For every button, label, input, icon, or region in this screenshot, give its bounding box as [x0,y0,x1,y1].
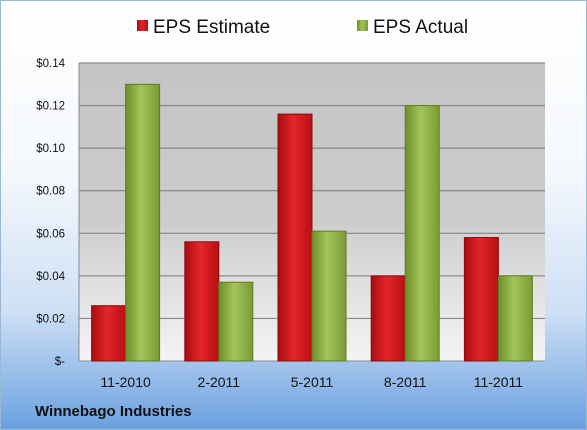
bar-eps-estimate-2-2011 [184,241,220,362]
y-tick-label: $0.10 [36,143,65,155]
y-tick-label: $0.06 [36,228,65,240]
legend: EPS Estimate EPS Actual [137,17,468,38]
x-axis-tick-labels: 11-2010 2-2011 5-2011 8-2011 11-2011 [100,374,523,390]
y-axis-tick-labels: $- $0.02 $0.04 $0.06 $0.08 $0.10 $0.12 $0.14 [36,58,65,368]
bar-eps-estimate-11-2010 [91,305,127,362]
legend-swatch-eps-estimate [137,20,148,31]
bar-eps-estimate-11-2011 [463,237,499,362]
y-tick-label: $- [55,356,65,368]
y-tick-label: $0.14 [36,58,65,70]
bars [91,83,533,362]
y-tick-label: $0.02 [36,313,65,325]
bar-eps-actual-2-2011 [218,281,254,362]
x-tick-label: 11-2010 [100,374,151,390]
x-tick-label: 11-2011 [474,374,524,390]
bar-eps-actual-8-2011 [404,105,440,362]
legend-label-eps-actual: EPS Actual [373,17,468,38]
bar-eps-estimate-8-2011 [370,275,406,362]
y-tick-label: $0.12 [36,101,65,113]
legend-label-eps-estimate: EPS Estimate [153,17,270,38]
x-tick-label: 5-2011 [291,374,334,390]
x-tick-label: 8-2011 [384,374,427,390]
company-name: Winnebago Industries [35,403,192,420]
legend-swatch-eps-actual [357,20,368,31]
bar-eps-actual-11-2010 [125,83,161,362]
bar-eps-actual-11-2011 [497,275,533,362]
y-tick-label: $0.08 [36,186,65,198]
bar-eps-actual-5-2011 [311,230,347,362]
x-tick-label: 2-2011 [198,374,241,390]
bar-eps-estimate-5-2011 [277,113,313,362]
y-tick-label: $0.04 [36,271,65,283]
